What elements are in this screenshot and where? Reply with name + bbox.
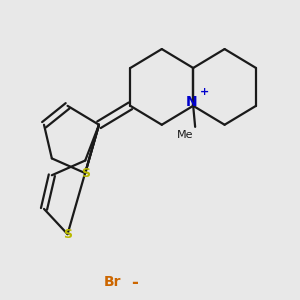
Text: S: S	[63, 228, 72, 241]
Text: S: S	[81, 167, 90, 180]
Text: Me: Me	[177, 130, 194, 140]
Text: -: -	[131, 274, 138, 292]
Text: +: +	[200, 87, 209, 98]
Text: Br: Br	[104, 275, 122, 290]
Text: N: N	[185, 94, 197, 109]
